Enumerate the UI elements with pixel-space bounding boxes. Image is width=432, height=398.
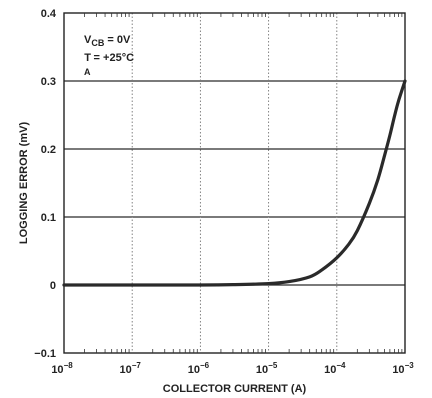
y-tick-label: 0	[50, 280, 56, 292]
x-tick-label: 10−6	[188, 361, 210, 376]
series-line	[62, 79, 407, 287]
x-tick-label: 10−3	[392, 361, 414, 376]
plot-frame	[63, 12, 406, 354]
y-tick-label: 0.4	[41, 8, 57, 20]
y-axis-title: LOGGING ERROR (mV)	[18, 122, 30, 245]
x-tick-label: 10−5	[256, 361, 278, 376]
x-axis-title: COLLECTOR CURRENT (A)	[163, 383, 307, 395]
grid-layer	[64, 13, 405, 353]
annotation-vcb: VCB = 0V	[84, 34, 131, 48]
x-tick-label: 10−4	[324, 361, 346, 376]
y-tick-label: −0.1	[34, 348, 56, 360]
tick-layer: −0.1 0 0.1 0.2 0.3 0.4 10−8 10−7 10−6 10−5 10−4 10−…	[34, 8, 414, 376]
y-tick-label: 0.3	[41, 76, 56, 88]
curve-layer	[62, 79, 407, 287]
y-tick-label: 0.1	[41, 212, 56, 224]
x-tick-label: 10−7	[120, 361, 142, 376]
x-tick-label: 10−8	[51, 361, 73, 376]
y-tick-label: 0.2	[41, 144, 56, 156]
